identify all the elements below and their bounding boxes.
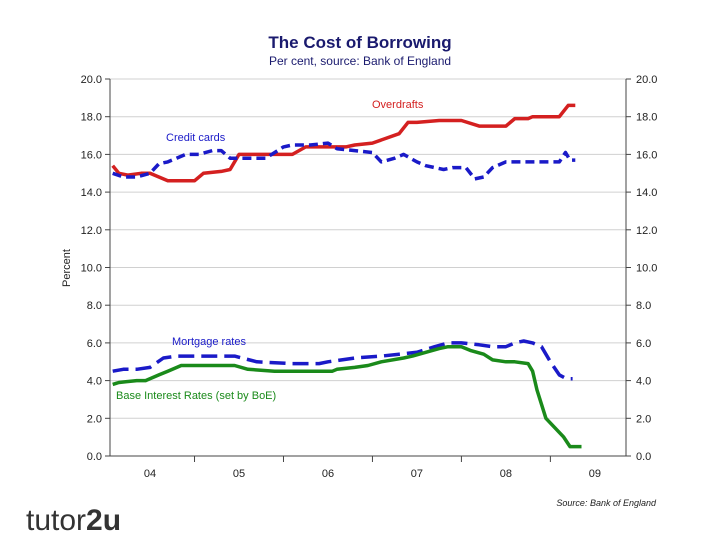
annotation-credit-cards: Credit cards xyxy=(166,132,226,144)
y-tick-label-left-8: 16.0 xyxy=(81,149,102,161)
series-line-mortgage-rates xyxy=(112,339,573,381)
tutor2u-logo: tutor2u xyxy=(26,504,121,537)
y-tick-label-right-6: 12.0 xyxy=(636,225,657,237)
x-tick-label-09: 09 xyxy=(589,468,601,480)
y-tick-label-right-7: 14.0 xyxy=(636,187,657,199)
x-tick-label-06: 06 xyxy=(322,468,334,480)
y-tick-label-left-3: 6.0 xyxy=(87,338,102,350)
series-line-credit-cards xyxy=(112,141,576,181)
y-tick-label-left-7: 14.0 xyxy=(81,187,102,199)
y-tick-label-right-4: 8.0 xyxy=(636,300,651,312)
y-tick-label-left-9: 18.0 xyxy=(81,112,102,124)
y-tick-label-left-0: 0.0 xyxy=(87,451,102,463)
series-lines xyxy=(111,103,582,449)
x-ticks: 04 05 06 07 08 09 xyxy=(144,456,601,480)
y-tick-label-left-1: 2.0 xyxy=(87,413,102,425)
y-axis-label: Percent xyxy=(61,249,73,287)
y-tick-label-right-8: 16.0 xyxy=(636,149,657,161)
x-tick-label-04: 04 xyxy=(144,468,156,480)
y-tick-label-left-10: 20.0 xyxy=(81,74,102,86)
annotation-mortgage-rates: Mortgage rates xyxy=(172,336,246,348)
chart-subtitle: Per cent, source: Bank of England xyxy=(269,54,451,68)
annotation-overdrafts: Overdrafts xyxy=(372,99,424,111)
y-tick-label-right-3: 6.0 xyxy=(636,338,651,350)
y-tick-label-right-0: 0.0 xyxy=(636,451,651,463)
y-tick-label-left-5: 10.0 xyxy=(81,263,102,275)
y-tick-label-left-6: 12.0 xyxy=(81,225,102,237)
y-tick-label-right-9: 18.0 xyxy=(636,112,657,124)
y-ticks-right: 0.0 2.0 4.0 6.0 8.0 10.0 12.0 14.0 16.0 18.0 20.0 xyxy=(626,74,657,463)
svg-text:tutor2u: tutor2u xyxy=(26,504,121,537)
y-tick-label-left-4: 8.0 xyxy=(87,300,102,312)
y-tick-label-right-2: 4.0 xyxy=(636,376,651,388)
x-tick-label-05: 05 xyxy=(233,468,245,480)
chart-title: The Cost of Borrowing xyxy=(268,33,451,52)
x-tick-label-08: 08 xyxy=(500,468,512,480)
y-tick-label-right-5: 10.0 xyxy=(636,263,657,275)
y-tick-label-right-1: 2.0 xyxy=(636,413,651,425)
series-line-base-interest-rates-set-by-boe xyxy=(112,344,582,449)
y-ticks-left: 0.0 2.0 4.0 6.0 8.0 10.0 12.0 14.0 16.0 18.0 20.0 xyxy=(81,74,110,463)
y-tick-label-right-10: 20.0 xyxy=(636,74,657,86)
series-line-overdrafts xyxy=(111,103,576,183)
x-tick-label-07: 07 xyxy=(411,468,423,480)
logo-text-tutor: tutor xyxy=(26,504,86,537)
logo-text-2u: 2u xyxy=(86,504,121,537)
annotation-base-rates: Base Interest Rates (set by BoE) xyxy=(116,390,276,402)
y-tick-label-left-2: 4.0 xyxy=(87,376,102,388)
source-note: Source: Bank of England xyxy=(556,498,657,508)
